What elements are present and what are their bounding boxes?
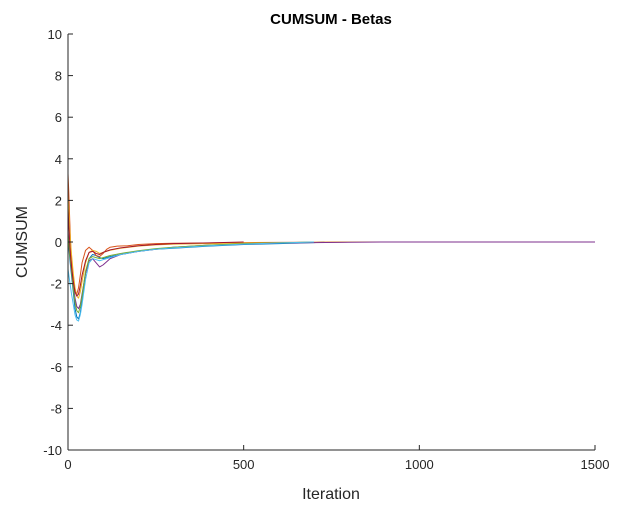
x-tick-label: 500 (233, 457, 255, 472)
y-tick-label: -8 (50, 401, 62, 416)
y-ticks: 10 8 6 4 2 0 -2 -4 -6 -8 -10 (43, 27, 73, 458)
x-ticks: 0 500 1000 1500 (64, 445, 609, 472)
chart-title: CUMSUM - Betas (270, 11, 392, 28)
y-tick-label: -10 (43, 443, 62, 458)
y-tick-label: 2 (55, 193, 62, 208)
y-tick-label: -6 (50, 360, 62, 375)
x-axis-label: Iteration (302, 486, 360, 503)
y-tick-label: 4 (55, 152, 62, 167)
y-tick-label: 0 (55, 235, 62, 250)
x-tick-label: 1500 (581, 457, 610, 472)
x-tick-label: 0 (64, 457, 71, 472)
y-tick-label: 6 (55, 110, 62, 125)
y-tick-label: -4 (50, 318, 62, 333)
series-line-4 (67, 231, 595, 310)
y-axis-label: CUMSUM (14, 206, 31, 278)
series-line-5 (67, 233, 314, 314)
y-tick-label: 8 (55, 69, 62, 84)
x-tick-label: 1000 (405, 457, 434, 472)
y-tick-label: 10 (48, 27, 62, 42)
series-layer (67, 173, 595, 322)
series-line-7 (67, 208, 244, 297)
series-line-6 (67, 241, 314, 322)
y-tick-label: -2 (50, 277, 62, 292)
